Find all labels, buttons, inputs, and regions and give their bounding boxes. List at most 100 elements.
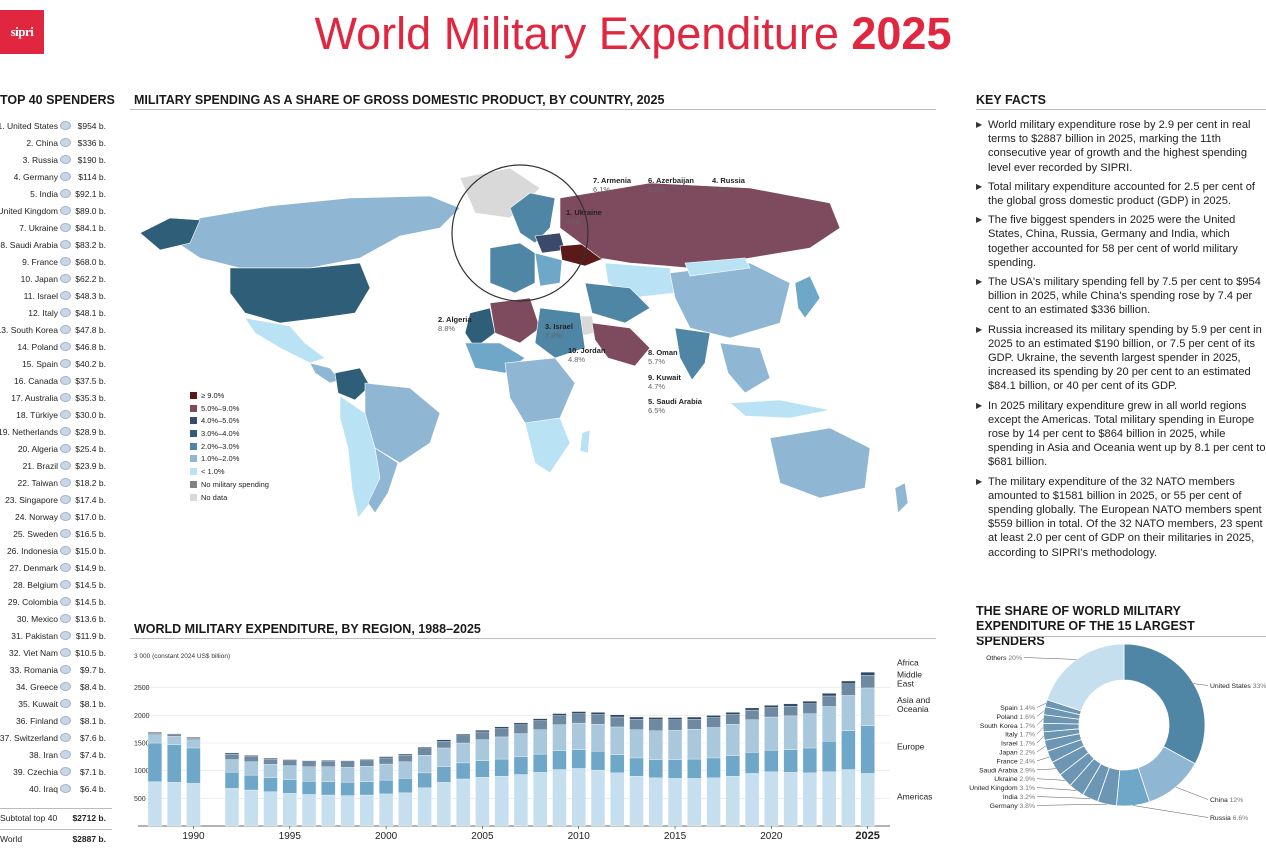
bar-segment: [860, 675, 875, 689]
bar-segment: [282, 759, 297, 761]
spender-name: 6. United Kingdom: [0, 206, 58, 216]
spender-name: 9. France: [22, 257, 58, 267]
bar-segment: [764, 750, 779, 772]
legend-label: No military spending: [201, 479, 269, 489]
donut-label: Ukraine 2.9%: [994, 776, 1035, 783]
bar-segment: [822, 693, 837, 697]
legend-swatch: [190, 417, 197, 425]
bar-segment: [186, 737, 201, 739]
bar-segment: [629, 729, 644, 759]
flag-icon: [60, 189, 71, 198]
bar-segment: [417, 755, 432, 774]
flag-icon: [60, 444, 71, 453]
spender-value: $6.4 b.: [80, 784, 106, 794]
map-colombia: [334, 367, 371, 401]
bar-segment: [340, 761, 355, 768]
spender-value: $17.4 b.: [75, 495, 106, 505]
spender-value: $9.7 b.: [80, 665, 106, 675]
bar-segment: [533, 772, 548, 827]
x-tick-label: 2025: [855, 830, 879, 842]
spender-value: $40.2 b.: [75, 359, 106, 369]
bar-segment: [167, 733, 182, 735]
spender-name: 14. Poland: [17, 342, 58, 352]
bar-segment: [436, 741, 451, 749]
bar-segment: [745, 709, 760, 720]
spender-name: 13. South Korea: [0, 325, 58, 335]
spender-row: 6. United Kingdom $89.0 b.: [0, 203, 112, 220]
legend-label: < 1.0%: [201, 467, 225, 477]
y-axis-label: 3 000 (constant 2024 US$ billion): [134, 653, 230, 660]
bar-segment: [186, 737, 201, 740]
bar-segment: [379, 779, 394, 795]
donut-leader-line: [1036, 778, 1065, 781]
bar-segment: [590, 724, 606, 752]
spender-row: 5. India $92.1 b.: [0, 186, 112, 203]
bar-segment: [590, 751, 606, 771]
donut-leader-line: [1036, 756, 1050, 762]
spender-value: $10.5 b.: [75, 648, 106, 658]
y-tick-label: 1000: [134, 768, 150, 775]
subtotal-label: Subtotal top 40: [0, 813, 58, 823]
bar-segment: [552, 750, 567, 770]
bar-segment: [706, 717, 721, 728]
bar-segment: [610, 714, 625, 718]
spender-row: 18. Türkiye $30.0 b.: [0, 407, 112, 424]
map-south-america-west: [339, 395, 381, 519]
spender-row: 22. Taiwan $18.2 b.: [0, 475, 112, 492]
key-fact: The five biggest spenders in 2025 were t…: [976, 213, 1266, 270]
bar-segment: [282, 793, 297, 827]
bar-segment: [860, 773, 875, 827]
donut-leader-line: [1036, 718, 1044, 726]
spender-name: 28. Belgium: [13, 580, 58, 590]
spender-row: 40. Iraq $6.4 b.: [0, 781, 112, 798]
bar-segment: [282, 779, 297, 794]
bar-segment: [224, 788, 240, 827]
bar-segment: [494, 728, 509, 738]
spender-row: 35. Kuwait $8.1 b.: [0, 696, 112, 713]
donut-label: Japan 2.2%: [999, 750, 1035, 757]
bar-segment: [167, 782, 182, 827]
bar-segment: [494, 776, 509, 827]
bar-segment: [167, 744, 182, 783]
spender-value: $11.9 b.: [75, 631, 106, 641]
flag-icon: [60, 274, 71, 283]
bar-segment: [648, 730, 663, 760]
spender-row: 11. Israel $48.3 b.: [0, 288, 112, 305]
donut-leader-line: [1036, 735, 1044, 744]
legend-swatch: [190, 430, 197, 438]
spender-value: $30.0 b.: [75, 410, 106, 420]
bar-segment: [590, 769, 606, 827]
sipri-logo: sipri: [0, 10, 44, 54]
bar-segment: [822, 771, 837, 827]
donut-leader-line: [1036, 803, 1107, 806]
bar-chart-rule: [130, 638, 936, 639]
map-india: [674, 327, 711, 381]
bar-segment: [147, 732, 163, 734]
spender-row: 36. Finland $8.1 b.: [0, 713, 112, 730]
key-facts-rule: [976, 109, 1266, 110]
flag-icon: [60, 580, 71, 589]
flag-icon: [60, 206, 71, 215]
top40-totals: Subtotal top 40 $2712 b. World $2887 b.: [0, 808, 112, 850]
donut-label: Saudi Arabia 2.9%: [979, 767, 1035, 774]
spender-row: 34. Greece $8.4 b.: [0, 679, 112, 696]
donut-slice: [1123, 643, 1206, 765]
bar-segment: [263, 791, 278, 827]
bar-segment: [436, 739, 451, 742]
flag-icon: [60, 767, 71, 776]
bar-segment: [725, 724, 740, 756]
bar-segment: [571, 713, 586, 724]
donut-leader-line: [1036, 702, 1047, 708]
map-label-jordan: 10. Jordan 4.8%: [568, 346, 606, 364]
bar-segment: [802, 701, 817, 704]
spender-row: 29. Colombia $14.5 b.: [0, 594, 112, 611]
donut-rule: [976, 636, 1266, 637]
spender-row: 24. Norway $17.0 b.: [0, 509, 112, 526]
spender-row: 23. Singapore $17.4 b.: [0, 492, 112, 509]
bar-segment: [244, 756, 259, 762]
spender-row: 38. Iran $7.4 b.: [0, 747, 112, 764]
bar-segment: [841, 730, 856, 770]
bar-segment: [263, 759, 278, 765]
bar-segment: [648, 777, 663, 827]
bar-segment: [706, 777, 721, 827]
